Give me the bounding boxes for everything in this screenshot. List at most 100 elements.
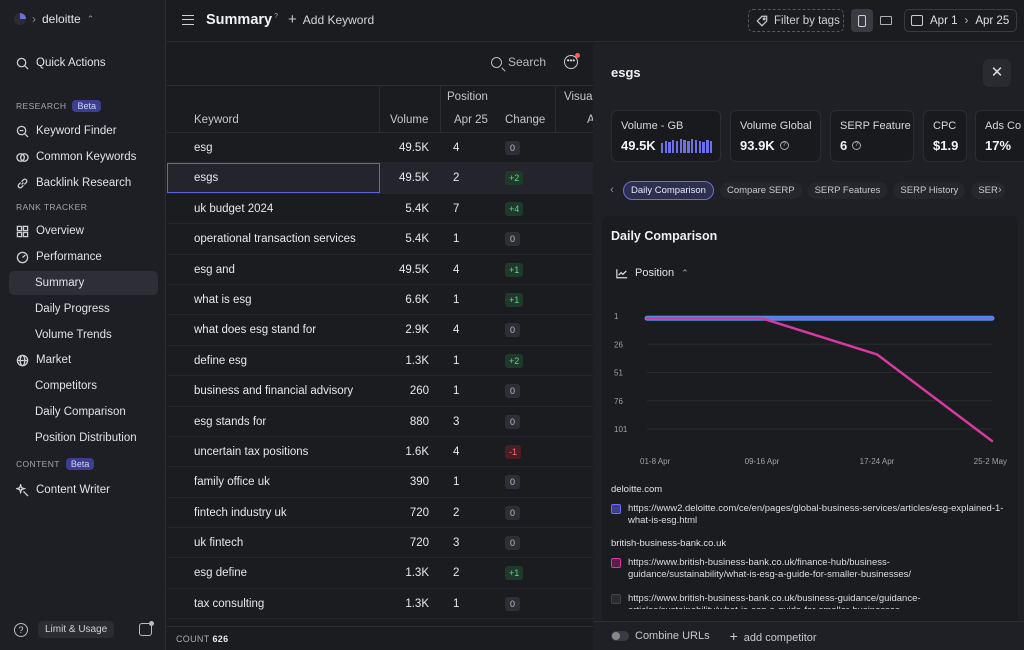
url-item[interactable]: https://www.british-business-bank.co.uk/… [611,593,1011,609]
col-date[interactable]: Apr 25 [454,114,488,126]
keyword-cell[interactable]: esgs [194,172,219,185]
table-row[interactable]: operational transaction services 5.4K 1 0 [167,224,593,255]
url-item[interactable]: https://www.british-business-bank.co.uk/… [611,557,1011,581]
sidebar-item-market[interactable]: Market [9,348,158,372]
chevron-right-icon[interactable]: › [998,184,1002,196]
table-row[interactable]: what does esg stand for 2.9K 4 0 [167,315,593,346]
menu-icon[interactable] [182,15,194,25]
keyword-cell[interactable]: uncertain tax positions [194,445,309,458]
combine-urls-toggle[interactable]: Combine URLs [611,630,710,642]
table-row[interactable]: uk fintech 720 3 0 [167,528,593,559]
help-icon[interactable]: ? [14,622,28,637]
sidebar-item-summary[interactable]: Summary [9,271,158,295]
url-checkbox[interactable] [611,504,621,514]
keyword-cell[interactable]: business and financial advisory [194,385,354,398]
sidebar-item-label: Backlink Research [36,177,132,189]
close-panel-button[interactable]: ✕ [983,59,1011,87]
toggle-switch[interactable] [611,631,629,642]
sidebar-item-common-keywords[interactable]: Common Keywords [9,145,158,169]
table-row[interactable]: uk budget 2024 5.4K 7 +4 [167,194,593,225]
sparkline-bar [679,138,682,153]
sidebar-item-competitors[interactable]: Competitors [9,374,158,398]
table-search[interactable]: Search [491,55,546,69]
table-row[interactable]: esg stands for 880 3 0 [167,407,593,437]
position-cell: 3 [453,415,460,428]
col-change[interactable]: Change [505,114,546,126]
sidebar-item-daily-progress[interactable]: Daily Progress [9,297,158,321]
table-row[interactable]: uncertain tax positions 1.6K 4 -1 [167,437,593,468]
sidebar-item-keyword-finder[interactable]: Keyword Finder [9,119,158,143]
keyword-cell[interactable]: esg stands for [194,415,267,428]
table-row[interactable]: esgs 49.5K 2 +2 [167,163,593,194]
url-item[interactable]: https://www2.deloitte.com/ce/en/pages/gl… [611,503,1011,527]
workspace-switcher[interactable]: › deloitte ⌃ [14,12,94,26]
sidebar-item-volume-trends[interactable]: Volume Trends [9,323,158,347]
table-row[interactable]: business and financial advisory 260 1 0 [167,376,593,407]
detail-tabs: ‹ Daily Comparison Compare SERP SERP Fea… [607,180,1012,200]
table-row[interactable]: esg 49.5K 4 0 [167,133,593,164]
volume-cell: 5.4K [405,233,429,246]
sidebar-item-daily-comparison[interactable]: Daily Comparison [9,400,158,424]
table-row[interactable]: esg define 1.3K 2 +1 [167,558,593,589]
table-row[interactable]: define esg 1.3K 1 +2 [167,346,593,377]
tab-serp-history[interactable]: SERP History [893,181,966,199]
keyword-cell[interactable]: family office uk [194,476,270,489]
tag-icon [756,15,768,27]
sidebar-item-backlink-research[interactable]: Backlink Research [9,171,158,195]
table-row[interactable]: fintech industry uk 720 2 0 [167,498,593,529]
table-row[interactable]: tax consulting 1.3K 1 0 [167,589,593,620]
col-volume[interactable]: Volume [390,114,429,126]
tab-serp-more[interactable]: SER [971,181,1005,199]
filter-by-tags-button[interactable]: Filter by tags [748,9,844,32]
add-keyword-button[interactable]: + Add Keyword [288,12,374,27]
keyword-cell[interactable]: define esg [194,354,248,367]
desktop-device-button[interactable] [875,9,897,32]
sidebar-item-overview[interactable]: Overview [9,219,158,243]
keyword-cell[interactable]: tax consulting [194,597,265,610]
table-options-icon[interactable]: ••• [564,53,580,69]
section-rank-tracker: RANK TRACKER [16,202,87,212]
url-checkbox[interactable] [611,594,621,604]
url-checkbox[interactable] [611,558,621,568]
tab-compare-serp[interactable]: Compare SERP [719,181,802,199]
keyword-cell[interactable]: uk budget 2024 [194,202,274,215]
beta-badge: Beta [65,458,95,470]
limit-usage-button[interactable]: Limit & Usage [38,621,115,638]
keyword-cell[interactable]: esg and [194,263,235,276]
y-tick-label: 101 [614,425,628,434]
volume-cell: 880 [409,415,429,428]
notification-icon[interactable] [139,621,154,636]
col-keyword[interactable]: Keyword [194,114,239,126]
info-icon[interactable]: ? [852,141,862,150]
device-toggle [851,9,897,32]
sidebar-item-position-distribution[interactable]: Position Distribution [9,426,158,450]
mobile-device-button[interactable] [851,9,873,32]
keyword-cell[interactable]: uk fintech [194,537,244,550]
sidebar-item-quick-actions[interactable]: Quick Actions [9,51,158,75]
sidebar-item-content-writer[interactable]: Content Writer [9,478,158,502]
metric-cpc: CPC $1.9 [923,110,967,162]
position-cell: 4 [453,263,460,276]
keyword-cell[interactable]: what is esg [194,293,252,306]
keyword-cell[interactable]: fintech industry uk [194,506,287,519]
sidebar-item-performance[interactable]: Performance [9,245,158,269]
tab-daily-comparison[interactable]: Daily Comparison [623,180,714,200]
keyword-cell[interactable]: what does esg stand for [194,324,317,337]
change-badge: 0 [505,475,520,490]
chevron-left-icon[interactable]: ‹ [610,184,614,196]
table-row[interactable]: family office uk 390 1 0 [167,467,593,498]
col-position: Position [447,91,488,103]
metric-selector[interactable]: Position ⌃ [616,267,689,279]
tab-serp-features[interactable]: SERP Features [807,181,888,199]
table-row[interactable]: esg and 49.5K 4 +1 [167,255,593,285]
title-help-icon[interactable]: ? [274,13,278,21]
info-icon[interactable]: ? [779,141,789,150]
x-tick-label: 01-8 Apr [640,457,671,466]
change-badge: -1 [505,444,522,459]
keyword-cell[interactable]: operational transaction services [194,233,356,246]
add-competitor-button[interactable]: + add competitor [730,628,817,644]
table-row[interactable]: what is esg 6.6K 1 +1 [167,285,593,316]
keyword-cell[interactable]: esg [194,142,213,154]
keyword-cell[interactable]: esg define [194,567,248,580]
date-range-picker[interactable]: Apr 1 › Apr 25 [904,9,1017,32]
